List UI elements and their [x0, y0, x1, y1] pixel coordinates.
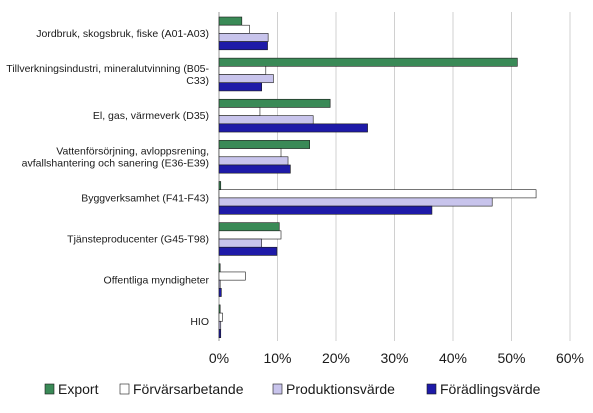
- bar-produktionsvärde-6: [218, 279, 221, 289]
- category-label: Tillverkningsindustri, mineralutvinning …: [6, 63, 209, 87]
- legend-item-förädlingsvärde: Förädlingsvärde: [426, 381, 541, 397]
- bar-förvärsarbetande-5: [218, 230, 282, 240]
- bar-förädlingsvärde-4: [218, 205, 433, 215]
- bar-förvärsarbetande-7: [218, 312, 223, 322]
- category-label: Jordbruk, skogsbruk, fiske (A01-A03): [36, 28, 209, 40]
- bar-förädlingsvärde-3: [218, 164, 291, 174]
- bar-export-2: [218, 98, 331, 108]
- bar-export-3: [218, 140, 310, 149]
- legend-item-förvärsarbetande: Förvärsarbetande: [119, 381, 244, 397]
- bar-förädlingsvärde-0: [218, 41, 268, 51]
- legend-label: Export: [58, 381, 99, 397]
- category-label: El, gas, värmeverk (D35): [93, 110, 209, 122]
- x-tick-label: 10%: [263, 350, 291, 366]
- x-tick-label: 0%: [209, 350, 229, 366]
- bar-förvärsarbetande-1: [218, 66, 267, 75]
- bar-förädlingsvärde-2: [218, 123, 368, 133]
- legend-label: Förädlingsvärde: [440, 381, 541, 397]
- x-tick-label: 60%: [556, 350, 584, 366]
- legend-swatch: [44, 383, 55, 395]
- category-label: Vattenförsörjning, avloppsrening, avfalls…: [22, 145, 209, 169]
- legend-label: Förvärsarbetande: [133, 381, 244, 397]
- legend-swatch: [119, 383, 130, 395]
- category-labels: Jordbruk, skogsbruk, fiske (A01-A03) Till…: [6, 28, 209, 328]
- bar-produktionsvärde-5: [218, 238, 263, 248]
- x-tick-label: 50%: [497, 350, 525, 366]
- legend-swatch: [272, 383, 283, 395]
- bar-produktionsvärde-1: [218, 74, 274, 84]
- bar-export-5: [218, 222, 280, 232]
- legend-label: Produktionsvärde: [286, 381, 395, 397]
- x-tick-labels: 0% 10% 20% 30% 40% 50% 60%: [209, 350, 584, 366]
- category-label: Offentliga myndigheter: [104, 275, 210, 287]
- bar-produktionsvärde-2: [218, 115, 314, 125]
- bar-produktionsvärde-7: [218, 320, 222, 330]
- bar-förvärsarbetande-0: [218, 24, 250, 34]
- x-tick-label: 40%: [439, 350, 467, 366]
- gridlines: [218, 12, 571, 341]
- bar-förvärsarbetande-4: [218, 189, 537, 199]
- bar-förädlingsvärde-5: [218, 246, 278, 256]
- x-tick-label: 20%: [322, 350, 350, 366]
- category-label: Byggverksamhet (F41-F43): [81, 192, 209, 204]
- legend-item-produktionsvärde: Produktionsvärde: [272, 381, 395, 397]
- bar-export-1: [218, 57, 518, 67]
- bar-förvärsarbetande-2: [218, 107, 261, 116]
- bar-export-4: [218, 181, 222, 190]
- bar-förvärsarbetande-3: [218, 148, 282, 158]
- bar-produktionsvärde-3: [218, 156, 289, 166]
- legend-swatch: [426, 383, 437, 395]
- bar-förädlingsvärde-6: [218, 288, 222, 297]
- bar-produktionsvärde-0: [218, 33, 269, 42]
- bar-förädlingsvärde-1: [218, 82, 263, 92]
- x-tick-label: 30%: [380, 350, 408, 366]
- category-label: HIO: [190, 316, 209, 328]
- category-label: Tjänsteproducenter (G45-T98): [67, 234, 209, 246]
- bar-export-6: [218, 263, 221, 273]
- bar-export-7: [218, 304, 221, 314]
- bar-förvärsarbetande-6: [218, 271, 246, 281]
- bars: [218, 16, 537, 338]
- bar-produktionsvärde-4: [218, 197, 493, 207]
- bar-export-0: [218, 16, 243, 26]
- bar-förädlingsvärde-7: [218, 329, 222, 338]
- legend: Export Förvärsarbetande Produktionsvärde Fö…: [44, 381, 541, 397]
- legend-item-export: Export: [44, 381, 99, 397]
